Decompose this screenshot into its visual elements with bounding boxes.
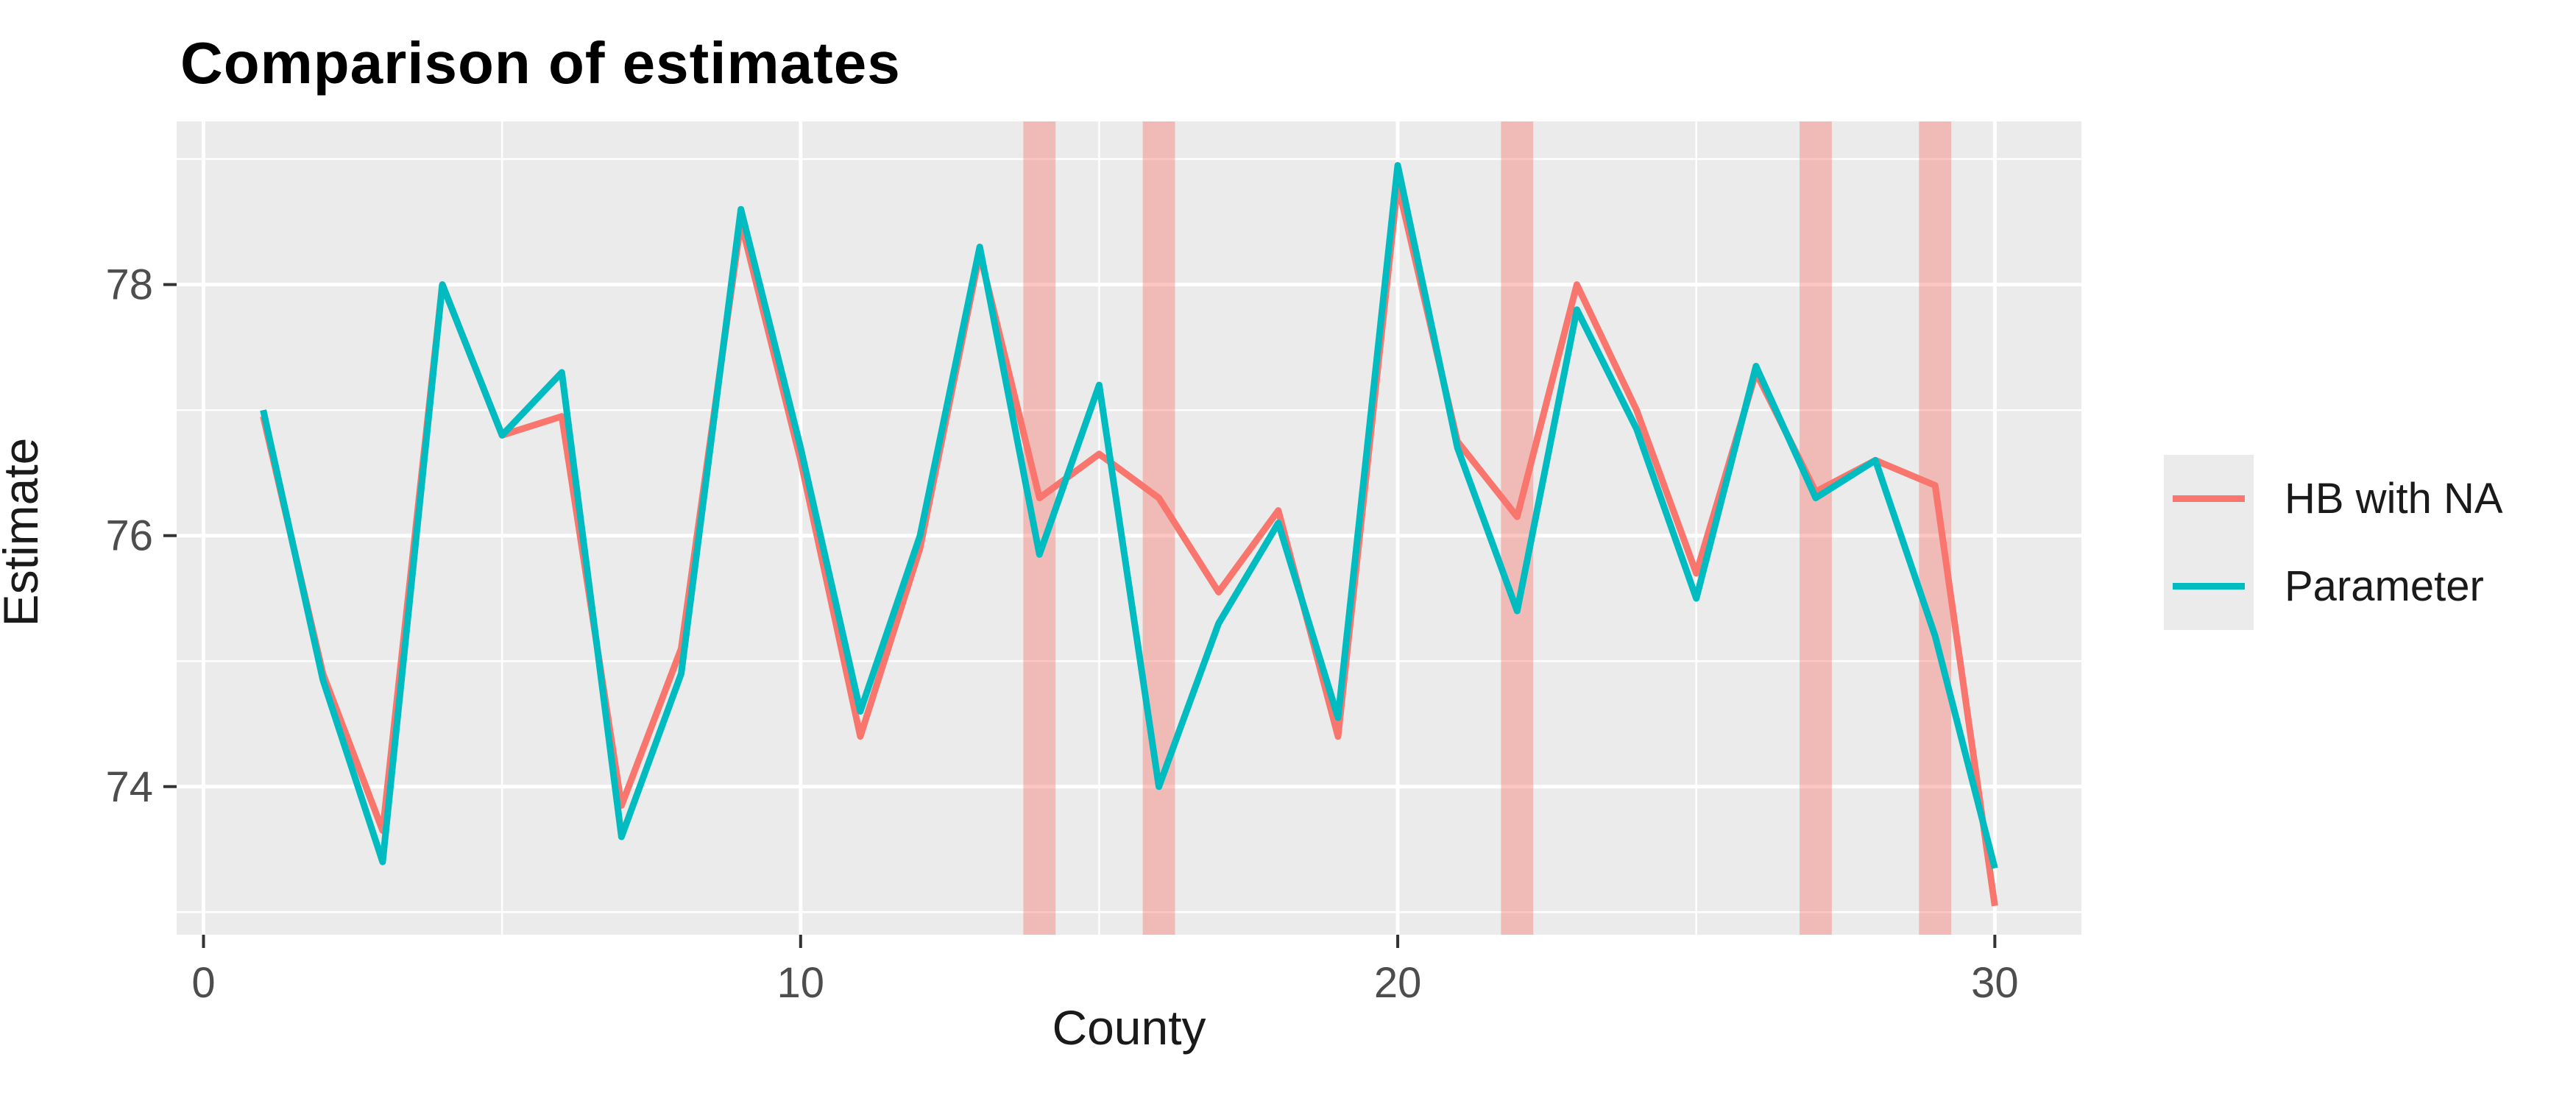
y-tick-label: 74	[105, 763, 153, 811]
y-axis-title: Estimate	[0, 437, 48, 627]
legend-key-parameter	[2164, 542, 2254, 630]
na-band-county-22	[1501, 121, 1534, 935]
legend-label-parameter: Parameter	[2285, 562, 2484, 610]
series-line-parameter	[260, 162, 1998, 869]
na-band-county-16	[1142, 121, 1175, 935]
y-tick-label: 76	[105, 512, 153, 560]
legend-labels: HB with NA Parameter	[2254, 455, 2503, 630]
series-line-hb-with-na	[260, 180, 1998, 907]
x-tick-label: 20	[1374, 959, 1422, 1007]
chart-title: Comparison of estimates	[180, 30, 901, 96]
legend-key-hb-with-na	[2164, 455, 2254, 542]
plot-panel	[177, 121, 2081, 935]
legend: HB with NA Parameter	[2164, 455, 2503, 630]
parameter-line-swatch	[2173, 583, 2245, 590]
x-tick-label: 30	[1971, 959, 2019, 1007]
x-tick-label: 10	[777, 959, 825, 1007]
na-band-county-29	[1919, 121, 1952, 935]
x-axis-title: County	[1052, 1000, 1206, 1055]
legend-key-background	[2164, 455, 2254, 630]
na-band-county-27	[1800, 121, 1832, 935]
x-tick-label: 0	[191, 959, 215, 1007]
legend-label-hb-with-na: HB with NA	[2285, 475, 2503, 523]
y-tick-label: 78	[105, 261, 153, 309]
hb-line-swatch	[2173, 495, 2245, 502]
